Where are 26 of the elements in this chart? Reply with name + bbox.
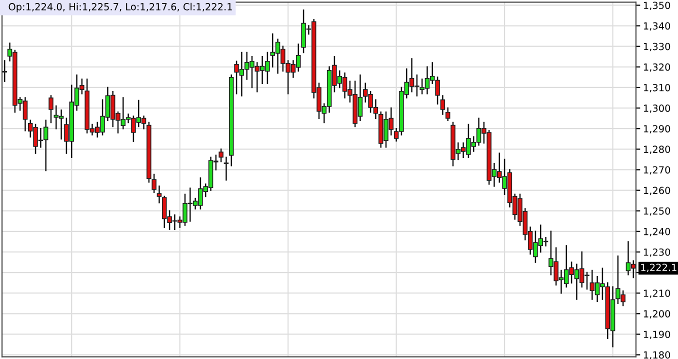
candlestick	[156, 186, 162, 204]
y-tick-label: 1,260	[644, 186, 670, 196]
y-tick-label: 1,250	[644, 207, 670, 216]
y-tick-label: 1,200	[644, 310, 670, 318]
y-tick-label: 1,280	[644, 146, 670, 154]
y-tick-label: 1,300	[644, 104, 670, 113]
y-tick-label: 1,190	[644, 330, 670, 340]
candlestick	[224, 156, 229, 181]
y-tick-label: 1,350	[644, 2, 670, 10]
y-tick-label: 1,210	[644, 290, 670, 298]
candlestick	[440, 95, 446, 115]
annotation: Op:1,224.0, Hi:1,225.7, Lo:1,217.6, Cl:1,222.1	[8, 2, 232, 12]
y-tick-label: 1,330	[644, 42, 670, 52]
y-tick-label: 1,310	[644, 84, 670, 92]
candlestick	[2, 60, 7, 82]
candlestick	[152, 174, 156, 193]
text: 1,222.1	[641, 264, 676, 272]
candlestick	[218, 148, 224, 162]
y-tick-label: 1,290	[644, 125, 670, 134]
candlestick	[48, 95, 54, 124]
y-tick-label: 1,230	[644, 248, 670, 257]
y-tick-label: 1,270	[644, 166, 670, 175]
y-tick-label: 1,240	[644, 228, 670, 236]
candlestick	[445, 107, 450, 122]
y-tick-label: 1,320	[644, 63, 670, 72]
y-tick-label: 1,340	[644, 22, 670, 31]
